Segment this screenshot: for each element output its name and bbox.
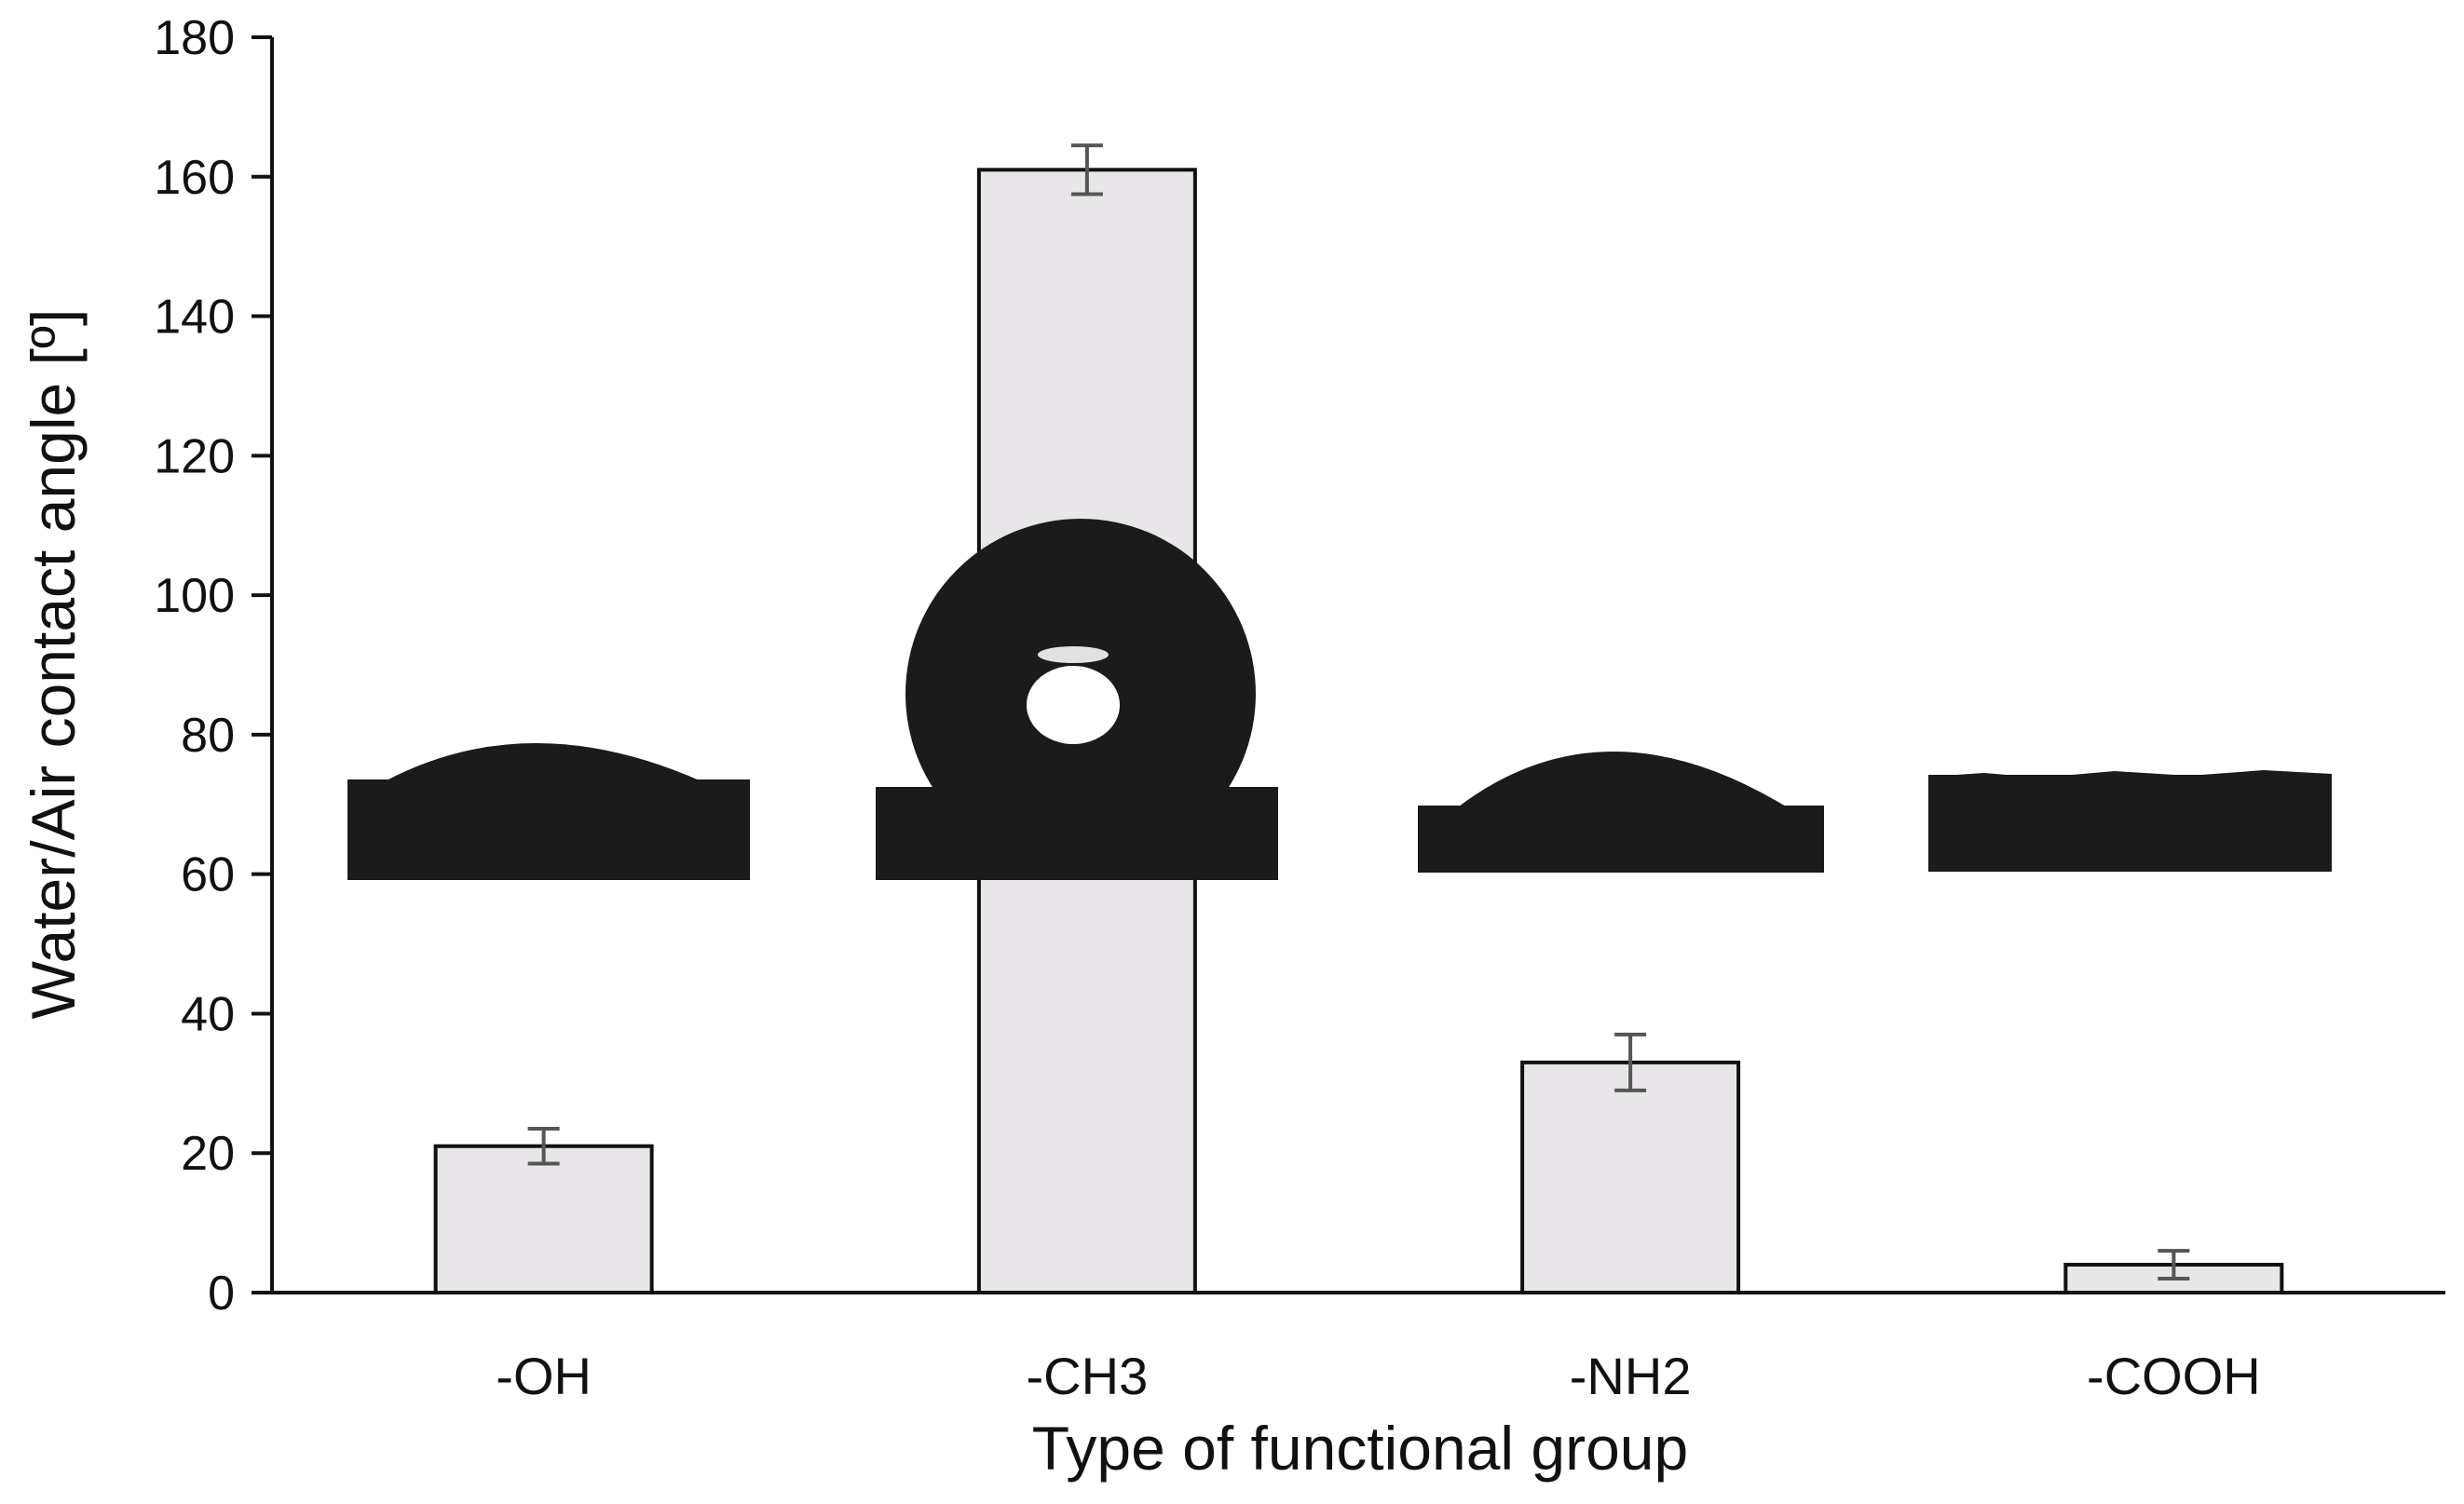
- y-tick-label: 40: [181, 987, 235, 1041]
- droplet-image-cooh: [1928, 770, 2332, 872]
- y-tick-label: 20: [181, 1127, 235, 1181]
- error-bar-oh: [527, 1127, 560, 1166]
- y-tick-label: 100: [154, 569, 235, 623]
- x-category-label: -CH3: [1027, 1347, 1149, 1405]
- droplet: [1455, 752, 1790, 809]
- y-tick-label: 160: [154, 151, 235, 205]
- x-category-label: -NH2: [1570, 1347, 1692, 1405]
- droplet-image-oh: [347, 743, 750, 880]
- droplet-image-nh2: [1418, 752, 1824, 873]
- bar-oh: [433, 1144, 654, 1294]
- substrate: [1928, 775, 2332, 872]
- axes-layer: 0 20 40 60 80 100 120 140 160 180 -OH -CH3 -NH2 -COOH: [154, 11, 2445, 1405]
- droplet: [1928, 770, 2332, 780]
- bar-nh2: [1520, 1060, 1741, 1295]
- y-tick-label: 60: [181, 848, 235, 902]
- y-tick-label: 0: [208, 1267, 235, 1321]
- y-tick-label: 140: [154, 291, 235, 345]
- bars-layer: [433, 168, 2284, 1295]
- y-tick-label: 80: [181, 709, 235, 763]
- error-bar-nh2: [1614, 1032, 1647, 1092]
- x-category-label: -COOH: [2087, 1347, 2261, 1405]
- y-tick-label: 120: [154, 429, 235, 483]
- y-axis-title: Water/Air contact angle [º]: [19, 309, 88, 1020]
- x-category-label: -OH: [496, 1347, 592, 1405]
- y-tick-label: 180: [154, 11, 235, 65]
- droplet-highlight: [1027, 666, 1120, 744]
- droplet-images-layer: [347, 519, 2332, 880]
- droplet-reflection: [1038, 646, 1109, 663]
- error-bar-ch3: [1070, 143, 1103, 196]
- substrate: [347, 779, 750, 880]
- substrate: [1418, 806, 1824, 873]
- error-bar-cooh: [2158, 1249, 2190, 1281]
- x-axis-title: Type of functional group: [1032, 1414, 1688, 1483]
- droplet: [385, 743, 701, 781]
- droplet-image-ch3: [876, 519, 1278, 880]
- error-bars-layer: [527, 143, 2190, 1281]
